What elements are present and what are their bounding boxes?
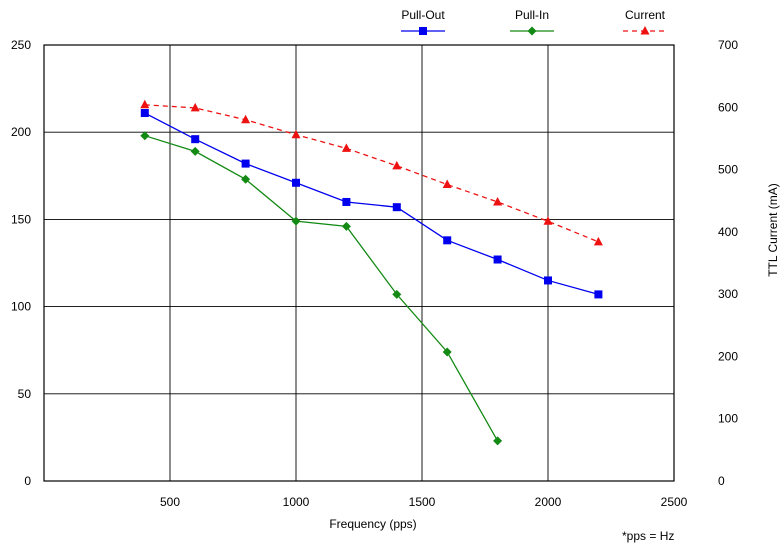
series-pull-out-marker bbox=[392, 203, 401, 212]
x-tick-label: 2000 bbox=[535, 495, 562, 509]
x-tick-label: 1000 bbox=[283, 495, 310, 509]
left-y-tick-label: 50 bbox=[18, 387, 32, 401]
series-pull-in bbox=[140, 131, 503, 446]
series-pull-out-marker bbox=[594, 290, 603, 299]
series-pull-out-marker bbox=[493, 255, 502, 264]
legend-marker bbox=[640, 26, 650, 35]
series-pull-in-marker bbox=[392, 289, 402, 299]
series-pull-in-marker bbox=[493, 436, 503, 446]
series-line-pull-in bbox=[144, 135, 499, 442]
right-y-tick-label: 100 bbox=[718, 412, 738, 426]
grid bbox=[44, 45, 674, 481]
series-line-pull-out bbox=[144, 112, 599, 296]
series-pull-out-marker bbox=[443, 236, 452, 245]
right-y-axis-title: TTL Current (mA) bbox=[766, 183, 780, 277]
series-pull-out bbox=[140, 109, 603, 299]
left-y-tick-label: 200 bbox=[11, 125, 31, 139]
legend: Pull-Out Pull-In Current bbox=[401, 8, 667, 36]
legend-label: Pull-In bbox=[515, 8, 549, 22]
series-pull-in-marker bbox=[341, 221, 351, 231]
right-y-tick-label: 200 bbox=[718, 349, 738, 363]
x-axis-ticks: 500 1000 1500 2000 2500 bbox=[160, 495, 688, 509]
left-y-tick-label: 250 bbox=[11, 38, 31, 52]
series-current-marker bbox=[593, 236, 603, 246]
right-y-axis-ticks: 0 100 200 300 400 500 600 700 bbox=[718, 38, 738, 488]
legend-item-pull-in: Pull-In bbox=[510, 8, 554, 36]
series-current-marker bbox=[241, 114, 251, 124]
series-current-marker bbox=[291, 129, 301, 139]
series-current-marker bbox=[341, 143, 351, 152]
left-y-axis-ticks: 0 50 100 150 200 250 bbox=[11, 38, 31, 488]
series-current-marker bbox=[543, 216, 553, 225]
right-y-tick-label: 400 bbox=[718, 225, 738, 239]
series-current-marker bbox=[442, 179, 452, 189]
right-y-tick-label: 600 bbox=[718, 100, 738, 114]
legend-label: Pull-Out bbox=[401, 8, 445, 22]
series-pull-in-marker bbox=[442, 347, 452, 357]
left-y-tick-label: 100 bbox=[11, 300, 31, 314]
right-y-tick-label: 0 bbox=[718, 474, 725, 488]
left-y-tick-label: 0 bbox=[24, 474, 31, 488]
legend-marker bbox=[527, 26, 537, 36]
x-tick-label: 500 bbox=[160, 495, 180, 509]
series-current bbox=[140, 99, 603, 246]
series-current-marker bbox=[493, 196, 503, 206]
plot-frame bbox=[43, 44, 675, 482]
series-pull-out-marker bbox=[191, 135, 200, 144]
series-pull-out-marker bbox=[292, 178, 300, 187]
series-pull-in-marker bbox=[241, 174, 251, 184]
legend-item-current: Current bbox=[623, 8, 667, 35]
series-pull-in-marker bbox=[190, 146, 200, 156]
legend-marker bbox=[419, 27, 427, 35]
series-pull-out-marker bbox=[140, 109, 149, 118]
series-pull-out-marker bbox=[544, 276, 552, 285]
right-y-tick-label: 700 bbox=[718, 38, 738, 52]
series-pull-out-marker bbox=[342, 197, 351, 206]
series-pull-in-marker bbox=[140, 131, 150, 141]
series-current-marker bbox=[140, 99, 150, 109]
right-y-tick-label: 300 bbox=[718, 287, 738, 301]
left-y-tick-label: 150 bbox=[11, 212, 31, 226]
footnote: *pps = Hz bbox=[622, 529, 674, 543]
series-pull-out-marker bbox=[241, 159, 250, 168]
series-pull-in-marker bbox=[291, 216, 301, 226]
right-y-tick-label: 500 bbox=[718, 163, 738, 177]
x-tick-label: 2500 bbox=[661, 495, 688, 509]
x-axis-title: Frequency (pps) bbox=[329, 517, 416, 531]
x-tick-label: 1500 bbox=[409, 495, 436, 509]
series-current-marker bbox=[392, 160, 402, 170]
legend-item-pull-out: Pull-Out bbox=[401, 8, 445, 35]
series-line-current bbox=[144, 104, 599, 243]
series-layer bbox=[140, 99, 603, 446]
series-current-marker bbox=[190, 102, 200, 112]
legend-label: Current bbox=[625, 8, 666, 22]
